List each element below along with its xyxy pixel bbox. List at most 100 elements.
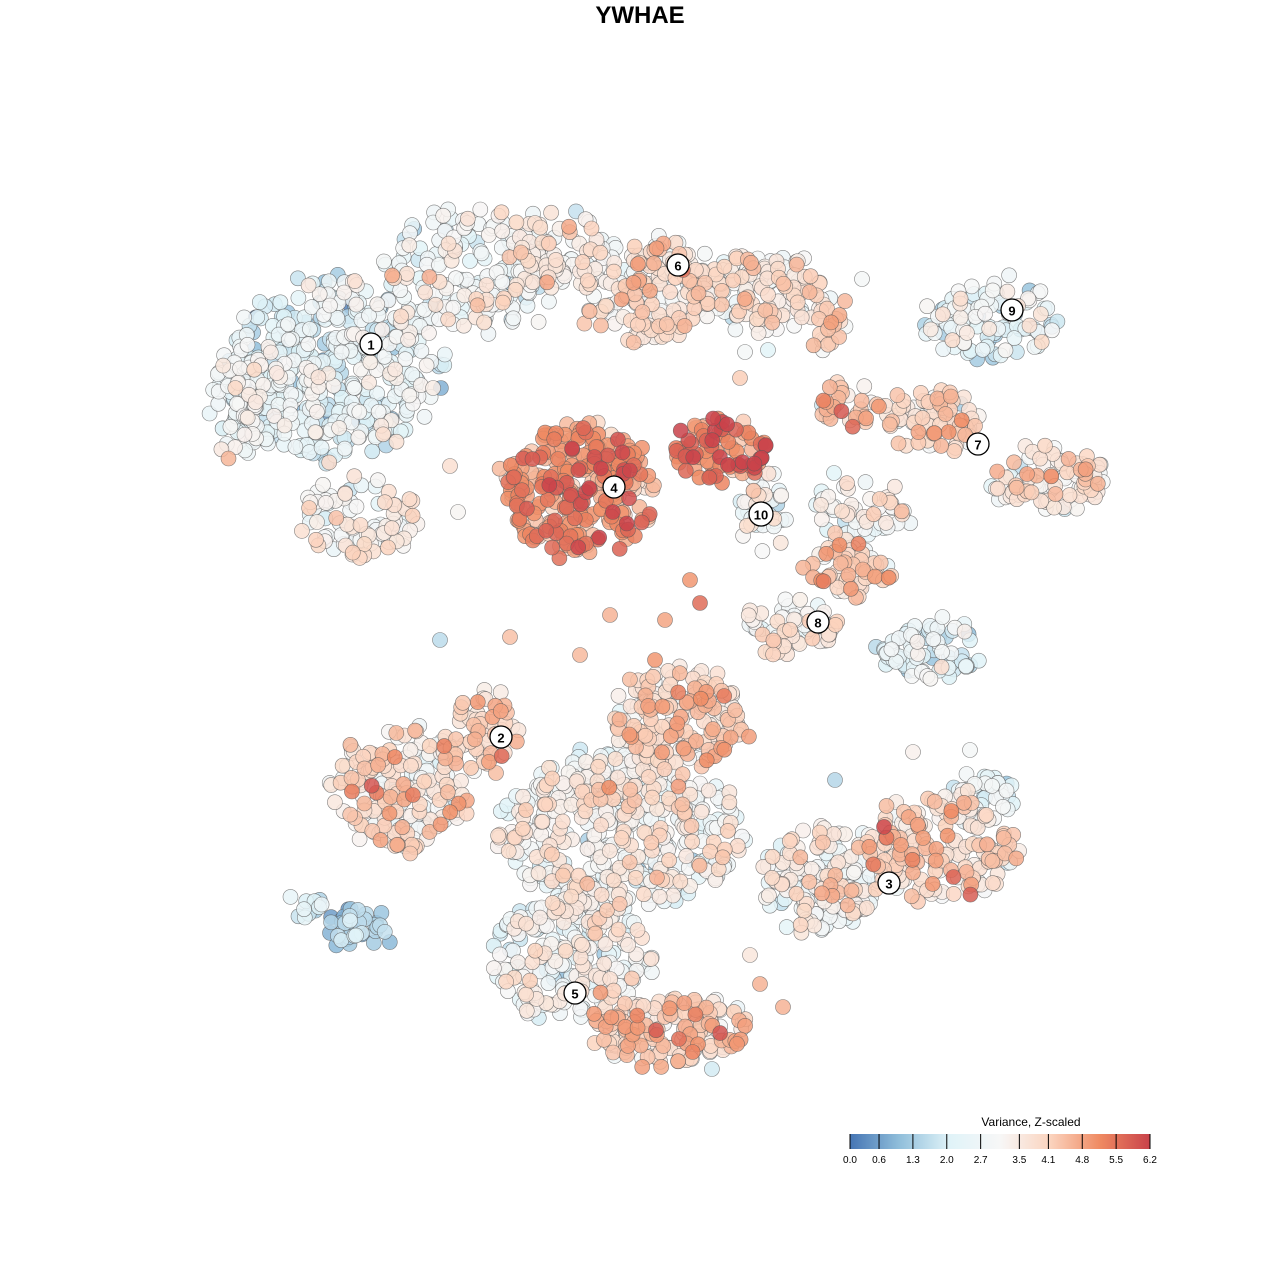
scatter-point: [793, 309, 810, 326]
scatter-point: [272, 294, 289, 311]
scatter-point: [844, 418, 861, 435]
scatter-point: [945, 886, 962, 902]
scatter-point: [544, 770, 561, 787]
scatter-point: [778, 919, 795, 935]
scatter-point: [653, 1059, 670, 1075]
scatter-point: [1033, 306, 1049, 322]
scatter-point: [432, 632, 448, 648]
scatter-point: [788, 885, 805, 902]
scatter-point: [405, 787, 421, 803]
scatter-point: [705, 410, 721, 427]
scatter-point: [704, 432, 721, 449]
cluster-label-text: 4: [610, 481, 618, 496]
scatter-point: [671, 1031, 687, 1047]
scatter-point: [621, 854, 638, 871]
scatter-point: [642, 282, 658, 299]
scatter-point: [229, 395, 245, 412]
scatter-point: [342, 806, 359, 823]
scatter-point: [669, 715, 686, 732]
scatter-point: [696, 245, 713, 262]
scatter-point: [502, 629, 518, 645]
scatter-point: [506, 469, 522, 486]
scatter-point: [372, 832, 389, 848]
scatter-point: [919, 298, 935, 315]
scatter-point: [593, 317, 609, 334]
scatter-point: [348, 296, 365, 313]
scatter-point: [643, 834, 660, 851]
scatter-point: [671, 665, 688, 682]
legend-tick-label: 0.6: [872, 1155, 886, 1166]
scatter-point: [232, 360, 248, 377]
legend-title: Variance, Z-scaled: [981, 1115, 1080, 1129]
scatter-point: [350, 429, 367, 446]
scatter-point: [643, 951, 660, 967]
scatter-point: [805, 337, 822, 354]
scatter-point: [416, 408, 433, 425]
scatter-point: [492, 703, 509, 719]
scatter-point: [909, 816, 926, 833]
scatter-point: [572, 647, 588, 663]
scatter-point: [469, 694, 486, 710]
scatter-point: [427, 296, 444, 313]
scatter-point: [861, 838, 878, 855]
scatter-point: [693, 804, 710, 820]
scatter-point: [926, 793, 943, 810]
scatter-point: [729, 837, 746, 854]
scatter-point: [656, 761, 673, 778]
scatter-point: [494, 294, 511, 311]
scatter-point: [421, 269, 438, 285]
scatter-point: [346, 380, 363, 396]
scatter-point: [311, 286, 328, 303]
scatter-point: [310, 369, 327, 386]
cluster-label-text: 3: [885, 877, 892, 892]
scatter-point: [453, 773, 469, 789]
scatter-point: [251, 294, 268, 310]
scatter-point: [387, 361, 404, 378]
scatter-point: [322, 297, 338, 314]
scatter-point: [581, 303, 598, 320]
scatter-point: [222, 419, 239, 435]
scatter-point: [760, 286, 776, 303]
scatter-point: [634, 1059, 651, 1075]
scatter-point: [876, 819, 892, 835]
scatter-point: [815, 573, 832, 590]
scatter-point: [323, 914, 339, 931]
scatter-point: [344, 783, 360, 800]
scatter-point: [397, 351, 414, 368]
scatter-point: [303, 299, 320, 315]
scatter-point: [648, 240, 665, 257]
scatter-point: [773, 487, 790, 504]
scatter-point: [1001, 267, 1017, 284]
scatter-point: [691, 857, 708, 874]
scatter-point: [962, 886, 979, 903]
scatter-point: [952, 290, 969, 307]
scatter-point: [944, 332, 961, 349]
scatter-point: [386, 749, 403, 765]
scatter-point: [719, 416, 735, 433]
scatter-point: [925, 631, 942, 648]
scatter-point: [886, 478, 903, 495]
scatter-point: [714, 283, 730, 299]
scatter-point: [792, 849, 809, 866]
scatter-point: [775, 999, 791, 1015]
scatter-point: [494, 274, 511, 290]
scatter-point: [401, 491, 418, 508]
cluster-label-text: 2: [497, 731, 504, 746]
scatter-point: [687, 1006, 704, 1023]
scatter-point: [262, 344, 279, 361]
scatter-point: [647, 652, 663, 668]
scatter-point: [818, 545, 835, 562]
scatter-point: [685, 449, 702, 466]
scatter-point: [620, 937, 636, 953]
scatter-point: [361, 374, 377, 391]
scatter-point: [300, 336, 317, 353]
scatter-point: [904, 851, 921, 868]
scatter-point: [1060, 451, 1077, 467]
scatter-point: [933, 659, 950, 675]
scatter-point: [613, 830, 630, 846]
scatter-point: [327, 794, 343, 811]
scatter-point: [301, 500, 317, 516]
scatter-point: [634, 304, 651, 320]
legend-tick-label: 0.0: [843, 1155, 857, 1166]
scatter-point: [402, 845, 419, 862]
